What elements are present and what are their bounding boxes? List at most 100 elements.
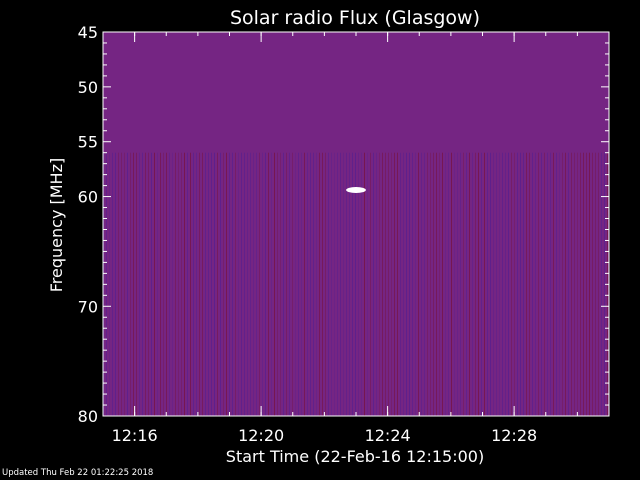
noise-stripe — [217, 152, 218, 416]
noise-stripe — [601, 152, 602, 416]
noise-stripe — [118, 152, 119, 416]
noise-stripe — [370, 152, 371, 416]
y-tick-label: 60 — [78, 188, 98, 207]
x-tick-label: 12:16 — [112, 426, 158, 445]
noise-stripe — [526, 152, 527, 416]
noise-stripe — [493, 152, 494, 416]
noise-stripe — [574, 152, 575, 416]
noise-stripe — [505, 152, 506, 416]
noise-stripe — [409, 152, 410, 416]
noise-stripe — [556, 152, 557, 416]
noise-stripe — [388, 152, 389, 416]
noise-stripe — [523, 152, 524, 416]
x-tick-label: 12:28 — [491, 426, 537, 445]
noise-stripe — [460, 152, 461, 416]
noise-stripe — [358, 152, 359, 416]
noise-stripe — [328, 152, 329, 416]
noise-stripe — [418, 152, 419, 416]
noise-stripe — [484, 152, 485, 416]
noise-stripe — [376, 152, 377, 416]
noise-stripe — [151, 152, 152, 416]
noise-stripe — [373, 152, 374, 416]
noise-stripe — [439, 152, 440, 416]
noise-stripe — [385, 152, 386, 416]
noise-stripe — [571, 152, 572, 416]
noise-stripe — [223, 152, 224, 416]
noise-stripe — [547, 152, 548, 416]
noise-stripe — [340, 152, 341, 416]
noise-stripe — [469, 152, 470, 416]
noise-stripe — [361, 152, 362, 416]
noise-stripe — [265, 152, 266, 416]
noise-stripe — [271, 152, 272, 416]
noise-stripe — [115, 152, 116, 416]
noise-stripe — [268, 152, 269, 416]
noise-stripe — [229, 152, 230, 416]
noise-stripe — [310, 152, 311, 416]
noise-stripe — [499, 152, 500, 416]
noise-stripe — [508, 152, 509, 416]
noise-stripe — [130, 152, 131, 416]
noise-stripe — [466, 152, 467, 416]
noise-stripe — [436, 152, 437, 416]
update-timestamp: Updated Thu Feb 22 01:22:25 2018 — [2, 468, 154, 478]
noise-stripe — [478, 152, 479, 416]
chart-title: Solar radio Flux (Glasgow) — [230, 7, 480, 29]
noise-stripe — [598, 152, 599, 416]
noise-stripe — [211, 152, 212, 416]
noise-stripe — [463, 152, 464, 416]
noise-stripe — [187, 152, 188, 416]
noise-stripe — [349, 152, 350, 416]
noise-stripe — [205, 152, 206, 416]
noise-stripe — [430, 152, 431, 416]
x-axis-label: Start Time (22-Feb-16 12:15:00) — [226, 447, 484, 466]
noise-stripe — [580, 152, 581, 416]
noise-stripe — [193, 152, 194, 416]
noise-stripe — [589, 152, 590, 416]
noise-stripe — [553, 152, 554, 416]
radio-burst — [346, 186, 366, 193]
noise-stripe — [199, 152, 200, 416]
heatmap-background — [103, 32, 609, 416]
noise-stripe — [445, 152, 446, 416]
noise-stripe — [175, 152, 176, 416]
noise-stripe — [541, 152, 542, 416]
noise-stripe — [250, 152, 251, 416]
noise-stripe — [256, 152, 257, 416]
noise-stripe — [202, 152, 203, 416]
noise-stripe — [313, 152, 314, 416]
noise-stripe — [127, 152, 128, 416]
noise-stripe — [535, 152, 536, 416]
noise-stripe — [136, 152, 137, 416]
noise-stripe — [532, 152, 533, 416]
noise-stripe — [502, 152, 503, 416]
noise-stripe — [352, 152, 353, 416]
noise-stripe — [565, 152, 566, 416]
noise-stripe — [172, 152, 173, 416]
x-tick-label: 12:24 — [365, 426, 411, 445]
noise-stripe — [514, 152, 515, 416]
noise-stripe — [583, 152, 584, 416]
noise-stripe — [277, 152, 278, 416]
noise-stripe — [214, 152, 215, 416]
noise-stripe — [382, 152, 383, 416]
noise-stripe — [334, 152, 335, 416]
noise-stripe — [166, 152, 167, 416]
x-tick-label: 12:20 — [238, 426, 284, 445]
noise-stripe — [472, 152, 473, 416]
noise-stripe — [181, 152, 182, 416]
noise-stripe — [292, 152, 293, 416]
noise-stripe — [454, 152, 455, 416]
noise-stripe — [169, 152, 170, 416]
noise-stripe — [412, 152, 413, 416]
noise-stripe — [343, 152, 344, 416]
noise-stripe — [286, 152, 287, 416]
noise-stripe — [124, 152, 125, 416]
noise-stripe — [295, 152, 296, 416]
noise-stripe — [442, 152, 443, 416]
y-tick-label: 80 — [78, 407, 98, 426]
noise-stripe — [331, 152, 332, 416]
noise-stripe — [262, 152, 263, 416]
noise-stripe — [154, 152, 155, 416]
noise-stripe — [400, 152, 401, 416]
